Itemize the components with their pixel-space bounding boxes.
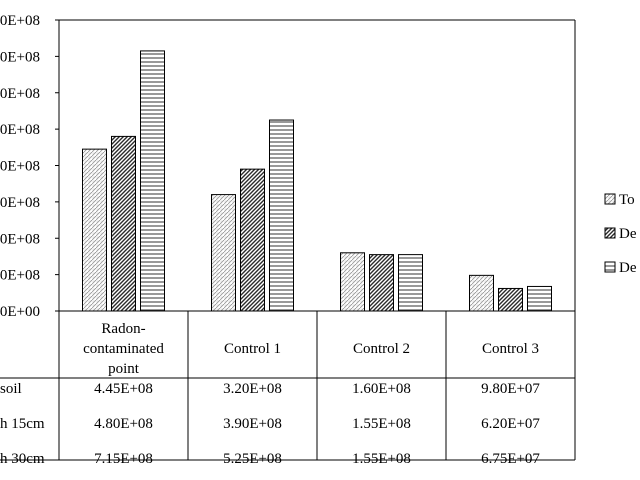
y-tick-label: 0E+08 (0, 49, 40, 65)
legend-label: To (619, 192, 635, 208)
table-cell-value: 6.75E+07 (481, 451, 540, 467)
table-cell-value: 1.55E+08 (352, 451, 411, 467)
plot-area (58, 19, 576, 311)
table-cell-value: 1.60E+08 (352, 381, 411, 397)
category-label: Radon-contaminated point (83, 321, 164, 377)
bar (111, 135, 136, 312)
legend-swatch (604, 193, 616, 205)
bar (211, 194, 236, 312)
table-cell-value: 3.20E+08 (223, 381, 282, 397)
category-label: Control 1 (224, 341, 281, 357)
legend: To De De (604, 192, 637, 276)
y-tick-label: 0E+08 (0, 86, 40, 102)
legend-label: De (619, 260, 637, 276)
bar (398, 254, 423, 312)
category-label: Control 2 (353, 341, 410, 357)
bar (498, 287, 523, 312)
y-axis-ticks: 0E+00 0E+08 0E+08 0E+08 0E+08 0E+08 0E+08 0E+08… (0, 13, 59, 320)
legend-label: De (619, 226, 637, 242)
table-cell-value: 3.90E+08 (223, 416, 282, 432)
table-cell-value: 5.25E+08 (223, 451, 282, 467)
y-tick-label: 0E+08 (0, 159, 40, 175)
y-tick-label: 0E+08 (0, 231, 40, 247)
y-tick-label: 0E+08 (0, 122, 40, 138)
legend-swatch (604, 227, 616, 239)
y-tick-label: 0E+08 (0, 195, 40, 211)
legend-swatch (604, 261, 616, 273)
data-table: Radon-contaminated point Control 1 Control … (0, 310, 576, 467)
bar (240, 168, 265, 312)
bar (269, 119, 294, 312)
bar (527, 285, 552, 312)
bar (82, 148, 107, 312)
table-cell-value: 1.55E+08 (352, 416, 411, 432)
y-tick-label: 0E+08 (0, 13, 40, 29)
bar (369, 254, 394, 312)
table-cell-value: 4.80E+08 (94, 416, 153, 432)
bar (340, 252, 365, 312)
table-cell-value: 9.80E+07 (481, 381, 540, 397)
table-cell-value: 7.15E+08 (94, 451, 153, 467)
table-cell-value: 6.20E+07 (481, 416, 540, 432)
table-cell-value: 4.45E+08 (94, 381, 153, 397)
y-tick-label: 0E+08 (0, 268, 40, 284)
bars (82, 50, 552, 312)
y-tick-label: 0E+00 (0, 304, 40, 320)
bar (140, 50, 165, 312)
table-row-label: h 30cm (0, 451, 45, 467)
category-label: Control 3 (482, 341, 539, 357)
table-row-label: soil (0, 381, 22, 397)
table-row-label: h 15cm (0, 416, 45, 432)
bar (469, 274, 494, 312)
